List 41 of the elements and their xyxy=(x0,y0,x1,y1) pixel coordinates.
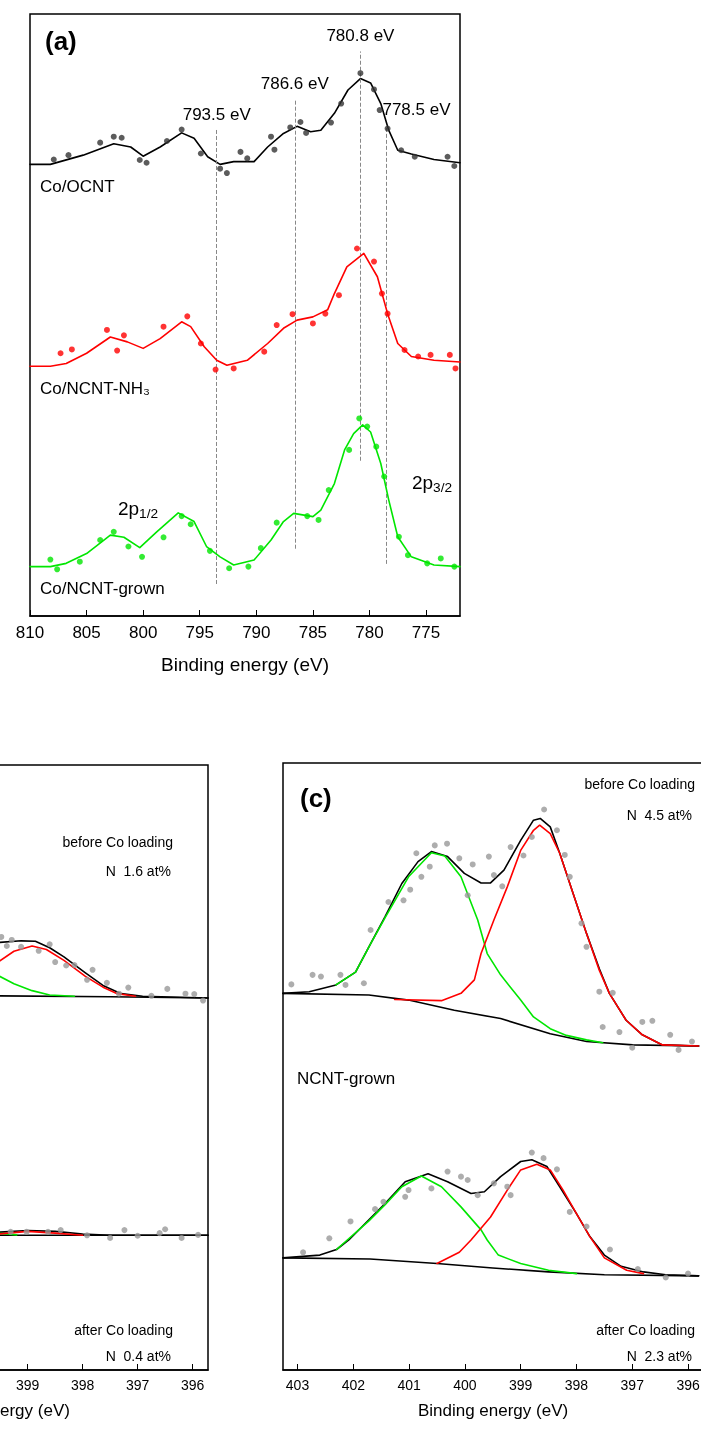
x-tick-label: 399 xyxy=(16,1377,40,1393)
annotation: after Co loading xyxy=(74,1322,173,1338)
x-tick-label: 805 xyxy=(72,623,101,642)
x-tick-label: 775 xyxy=(411,623,441,642)
ref-line-label: 778.5 eV xyxy=(382,100,452,120)
series-label: Co/NCNT-NH₃ xyxy=(40,378,150,398)
series-label: Co/NCNT-grown xyxy=(40,579,165,599)
x-tick-label: 785 xyxy=(298,623,328,642)
x-tick-label: 795 xyxy=(185,623,214,642)
text: before Co loading xyxy=(62,834,173,850)
annotation: N 4.5 at% xyxy=(626,807,692,823)
x-tick-label: 800 xyxy=(128,623,158,642)
x-axis-title: Binding energy (eV) xyxy=(417,1400,569,1420)
x-tick-label: 399 xyxy=(509,1377,533,1393)
x-tick-label: 398 xyxy=(70,1377,95,1393)
x-tick-label: 400 xyxy=(453,1377,477,1393)
ref-line-label: 780.8 eV xyxy=(326,26,396,46)
x-tick-label: 396 xyxy=(676,1377,700,1393)
x-tick-label: 397 xyxy=(620,1377,645,1393)
x-tick-label: 397 xyxy=(125,1377,150,1393)
x-tick-label: 398 xyxy=(564,1377,589,1393)
ref-line-label: 786.6 eV xyxy=(260,74,330,94)
x-tick-label: 780 xyxy=(355,623,384,642)
ref-line-label: 793.5 eV xyxy=(182,104,252,124)
x-axis-title: ergy (eV) xyxy=(0,1400,70,1420)
series-label: Co/OCNT xyxy=(40,176,115,196)
x-tick-label: 810 xyxy=(15,623,45,642)
x-tick-label: 403 xyxy=(285,1377,310,1393)
x-tick-label: 396 xyxy=(180,1377,205,1393)
chart-title: (a) xyxy=(45,26,77,56)
x-axis-title: Binding energy (eV) xyxy=(161,653,329,675)
x-tick-label: 402 xyxy=(341,1377,366,1393)
x-tick-label: 790 xyxy=(242,623,271,642)
text: N 1.6 at% xyxy=(105,863,171,879)
text: before Co loading xyxy=(584,776,695,792)
annotation: N 0.4 at% xyxy=(105,1348,171,1364)
annotation: N 2.3 at% xyxy=(626,1348,692,1364)
annotation: NCNT-grown xyxy=(297,1068,396,1088)
chart-title: (c) xyxy=(300,783,332,813)
x-tick-label: 401 xyxy=(397,1377,421,1393)
annotation: after Co loading xyxy=(596,1322,695,1338)
